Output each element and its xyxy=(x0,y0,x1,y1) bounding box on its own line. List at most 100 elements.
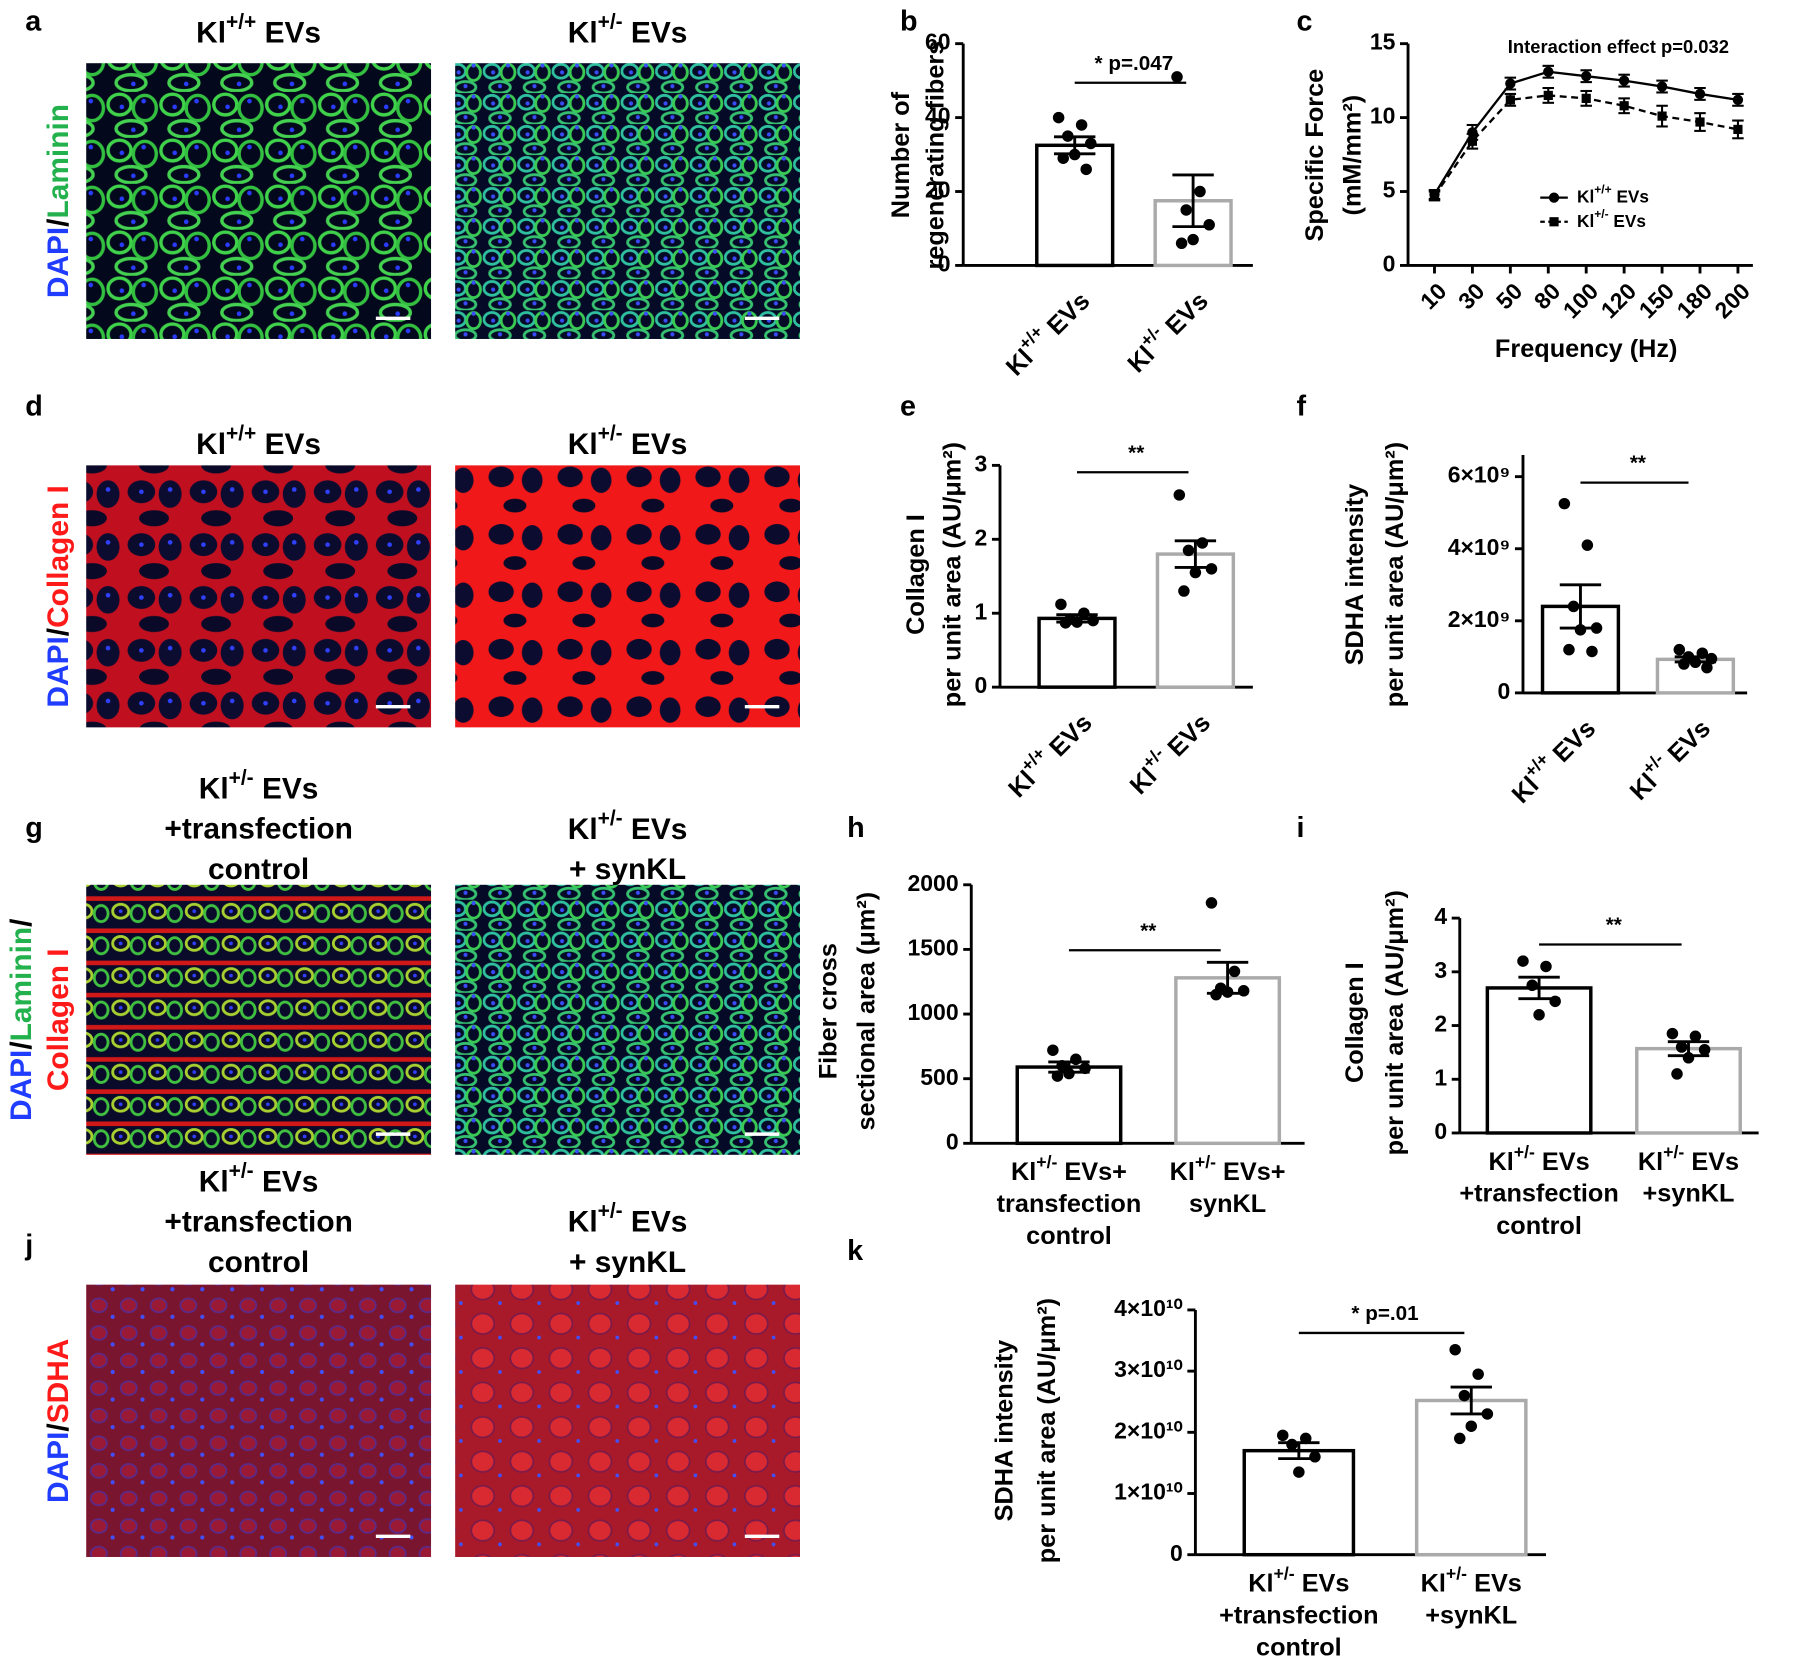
x-tick-label: Kl+/+ EVs xyxy=(996,283,1095,382)
data-point xyxy=(1070,1054,1081,1065)
panel-letter: f xyxy=(1297,391,1307,423)
image-title: Kl+/- EVs xyxy=(199,767,319,806)
panel-letter: i xyxy=(1297,812,1305,844)
data-point xyxy=(1087,615,1098,626)
y-tick-label: 3 xyxy=(1434,957,1447,983)
data-point xyxy=(1459,1390,1470,1401)
marker xyxy=(1733,125,1742,134)
stain-part: / xyxy=(42,627,75,636)
marker xyxy=(1733,95,1743,105)
y-tick-label: 10 xyxy=(1370,103,1396,129)
marker xyxy=(1657,81,1667,91)
y-tick-label: 4×10¹⁰ xyxy=(1114,1295,1183,1321)
image-title: +transfection xyxy=(164,813,352,846)
data-point xyxy=(1472,1368,1483,1379)
x-tick-label: 150 xyxy=(1634,278,1679,323)
data-point xyxy=(1063,1068,1074,1079)
data-point xyxy=(1060,617,1071,628)
x-tick-label: Kl+/- EVs xyxy=(1638,1142,1739,1176)
data-point xyxy=(1047,1045,1058,1056)
y-tick-label: 15 xyxy=(1370,29,1396,55)
data-point xyxy=(1206,897,1217,908)
y-tick-label: 500 xyxy=(920,1064,958,1090)
data-point xyxy=(1678,658,1689,669)
x-tick-label: +transfection xyxy=(1219,1601,1378,1629)
data-point xyxy=(1057,153,1068,164)
data-point xyxy=(1549,996,1560,1007)
data-point xyxy=(1187,234,1198,245)
image-title: Kl+/- EVs xyxy=(568,422,688,461)
image-title: Kl+/- EVs xyxy=(199,1160,319,1199)
y-axis-label: Collagen I xyxy=(1341,962,1369,1083)
y-tick-label: 1 xyxy=(1434,1064,1447,1090)
panel-letter: c xyxy=(1297,6,1313,38)
data-point xyxy=(1540,961,1551,972)
marker xyxy=(1430,191,1439,200)
y-axis-label: (mM/mm²) xyxy=(1339,95,1367,216)
marker xyxy=(1543,67,1553,77)
x-tick-label: 10 xyxy=(1415,278,1451,314)
image-title: Kl+/+ EVs xyxy=(196,422,321,461)
y-tick-label: 4×10⁹ xyxy=(1448,534,1511,560)
data-point xyxy=(1190,567,1201,578)
data-point xyxy=(1286,1439,1297,1450)
data-point xyxy=(1701,662,1712,673)
x-tick-label: 80 xyxy=(1529,278,1565,314)
y-tick-label: 0 xyxy=(1170,1540,1183,1566)
data-point xyxy=(1526,980,1537,991)
y-axis-label: per unit area (AU/μm²) xyxy=(1381,442,1409,707)
data-point xyxy=(1582,539,1593,550)
micrograph xyxy=(455,1285,800,1557)
y-tick-label: 0 xyxy=(1498,678,1511,704)
stain-label: DAPI/Collagen I xyxy=(42,485,75,707)
data-point xyxy=(1568,601,1579,612)
panel-letter: e xyxy=(900,391,916,423)
y-tick-label: 2×10¹⁰ xyxy=(1114,1417,1183,1443)
significance-label: ** xyxy=(1630,452,1647,475)
x-tick-label: +synKL xyxy=(1643,1180,1735,1208)
data-point xyxy=(1586,646,1597,657)
y-tick-label: 4 xyxy=(1434,903,1447,929)
data-point xyxy=(1069,149,1080,160)
x-tick-label: 120 xyxy=(1596,278,1641,323)
stain-part: DAPI xyxy=(42,636,75,707)
x-tick-label: Kl+/- EVs+ xyxy=(1011,1152,1127,1186)
bar xyxy=(1037,145,1113,265)
data-point xyxy=(1591,622,1602,633)
stain-label: Collagen I xyxy=(42,948,75,1091)
data-point xyxy=(1300,1433,1311,1444)
data-point xyxy=(1293,1466,1304,1477)
marker xyxy=(1544,91,1553,100)
y-axis-label: Number of xyxy=(887,91,915,218)
data-point xyxy=(1206,563,1217,574)
x-tick-label: Kl+/- EVs xyxy=(1118,283,1214,379)
panel-letter: k xyxy=(847,1235,863,1267)
y-tick-label: 3×10¹⁰ xyxy=(1114,1356,1183,1382)
bar xyxy=(1039,618,1115,687)
x-tick-label: control xyxy=(1026,1222,1112,1250)
data-point xyxy=(1197,537,1208,548)
y-axis-label: per unit area (AU/μm²) xyxy=(939,442,967,707)
y-tick-label: 0 xyxy=(1434,1118,1447,1144)
stain-part: / xyxy=(42,218,75,227)
x-tick-label: Kl+/- EVs xyxy=(1120,704,1216,800)
data-point xyxy=(1674,644,1685,655)
image-title: Kl+/- EVs xyxy=(568,807,688,846)
x-tick-label: Kl+/- EVs xyxy=(1421,1563,1522,1597)
y-tick-label: 2×10⁹ xyxy=(1448,606,1511,632)
data-point xyxy=(1575,624,1586,635)
x-tick-label: 30 xyxy=(1453,278,1489,314)
data-point xyxy=(1174,489,1185,500)
image-title: control xyxy=(208,1246,309,1279)
bar xyxy=(1176,978,1279,1143)
y-tick-label: 2000 xyxy=(908,870,959,896)
y-axis-label: regenerating fibers xyxy=(921,41,949,270)
marker xyxy=(1695,89,1705,99)
significance-label: * p=.01 xyxy=(1351,1302,1418,1325)
image-title: Kl+/+ EVs xyxy=(196,11,321,50)
bar xyxy=(1244,1451,1353,1555)
legend-label: Kl+/+ EVs xyxy=(1577,183,1649,206)
marker xyxy=(1549,217,1558,226)
y-tick-label: 1000 xyxy=(908,999,959,1025)
